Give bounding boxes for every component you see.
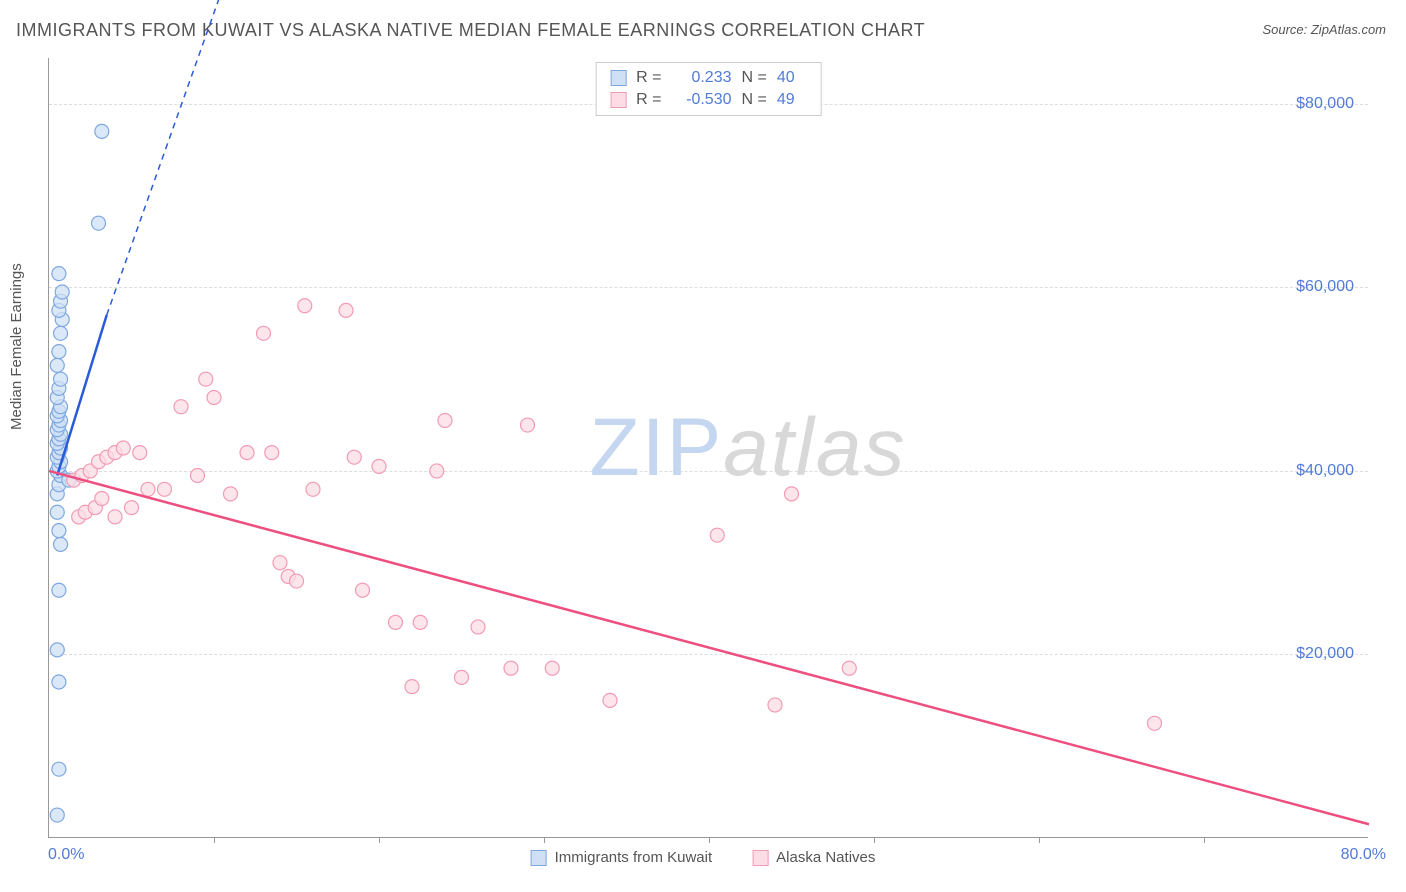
plot-area: $20,000$40,000$60,000$80,000 ZIPatlas R … bbox=[48, 58, 1368, 838]
legend-n-label: N = bbox=[742, 69, 767, 87]
bottom-legend-label-1: Immigrants from Kuwait bbox=[555, 849, 713, 866]
bottom-legend-swatch-2 bbox=[752, 850, 768, 866]
legend-swatch-2 bbox=[610, 92, 626, 108]
legend-n-value-2: 49 bbox=[777, 91, 807, 109]
x-axis-min-label: 0.0% bbox=[48, 846, 84, 864]
legend-swatch-1 bbox=[610, 70, 626, 86]
chart-title: IMMIGRANTS FROM KUWAIT VS ALASKA NATIVE … bbox=[16, 20, 925, 41]
correlation-legend: R = 0.233 N = 40 R = -0.530 N = 49 bbox=[595, 62, 822, 116]
bottom-legend-item-1: Immigrants from Kuwait bbox=[531, 849, 713, 866]
legend-r-label: R = bbox=[636, 91, 661, 109]
scatter-svg bbox=[49, 58, 1368, 837]
x-axis-max-label: 80.0% bbox=[1341, 846, 1386, 864]
legend-n-label: N = bbox=[742, 91, 767, 109]
source-attribution: Source: ZipAtlas.com bbox=[1262, 22, 1386, 37]
bottom-legend-swatch-1 bbox=[531, 850, 547, 866]
legend-r-label: R = bbox=[636, 69, 661, 87]
bottom-legend-item-2: Alaska Natives bbox=[752, 849, 875, 866]
legend-row-series-2: R = -0.530 N = 49 bbox=[610, 89, 807, 111]
bottom-legend-label-2: Alaska Natives bbox=[776, 849, 875, 866]
legend-r-value-1: 0.233 bbox=[672, 69, 732, 87]
bottom-legend: Immigrants from Kuwait Alaska Natives bbox=[531, 849, 876, 866]
legend-n-value-1: 40 bbox=[777, 69, 807, 87]
legend-r-value-2: -0.530 bbox=[672, 91, 732, 109]
legend-row-series-1: R = 0.233 N = 40 bbox=[610, 67, 807, 89]
y-axis-label: Median Female Earnings bbox=[8, 263, 25, 430]
